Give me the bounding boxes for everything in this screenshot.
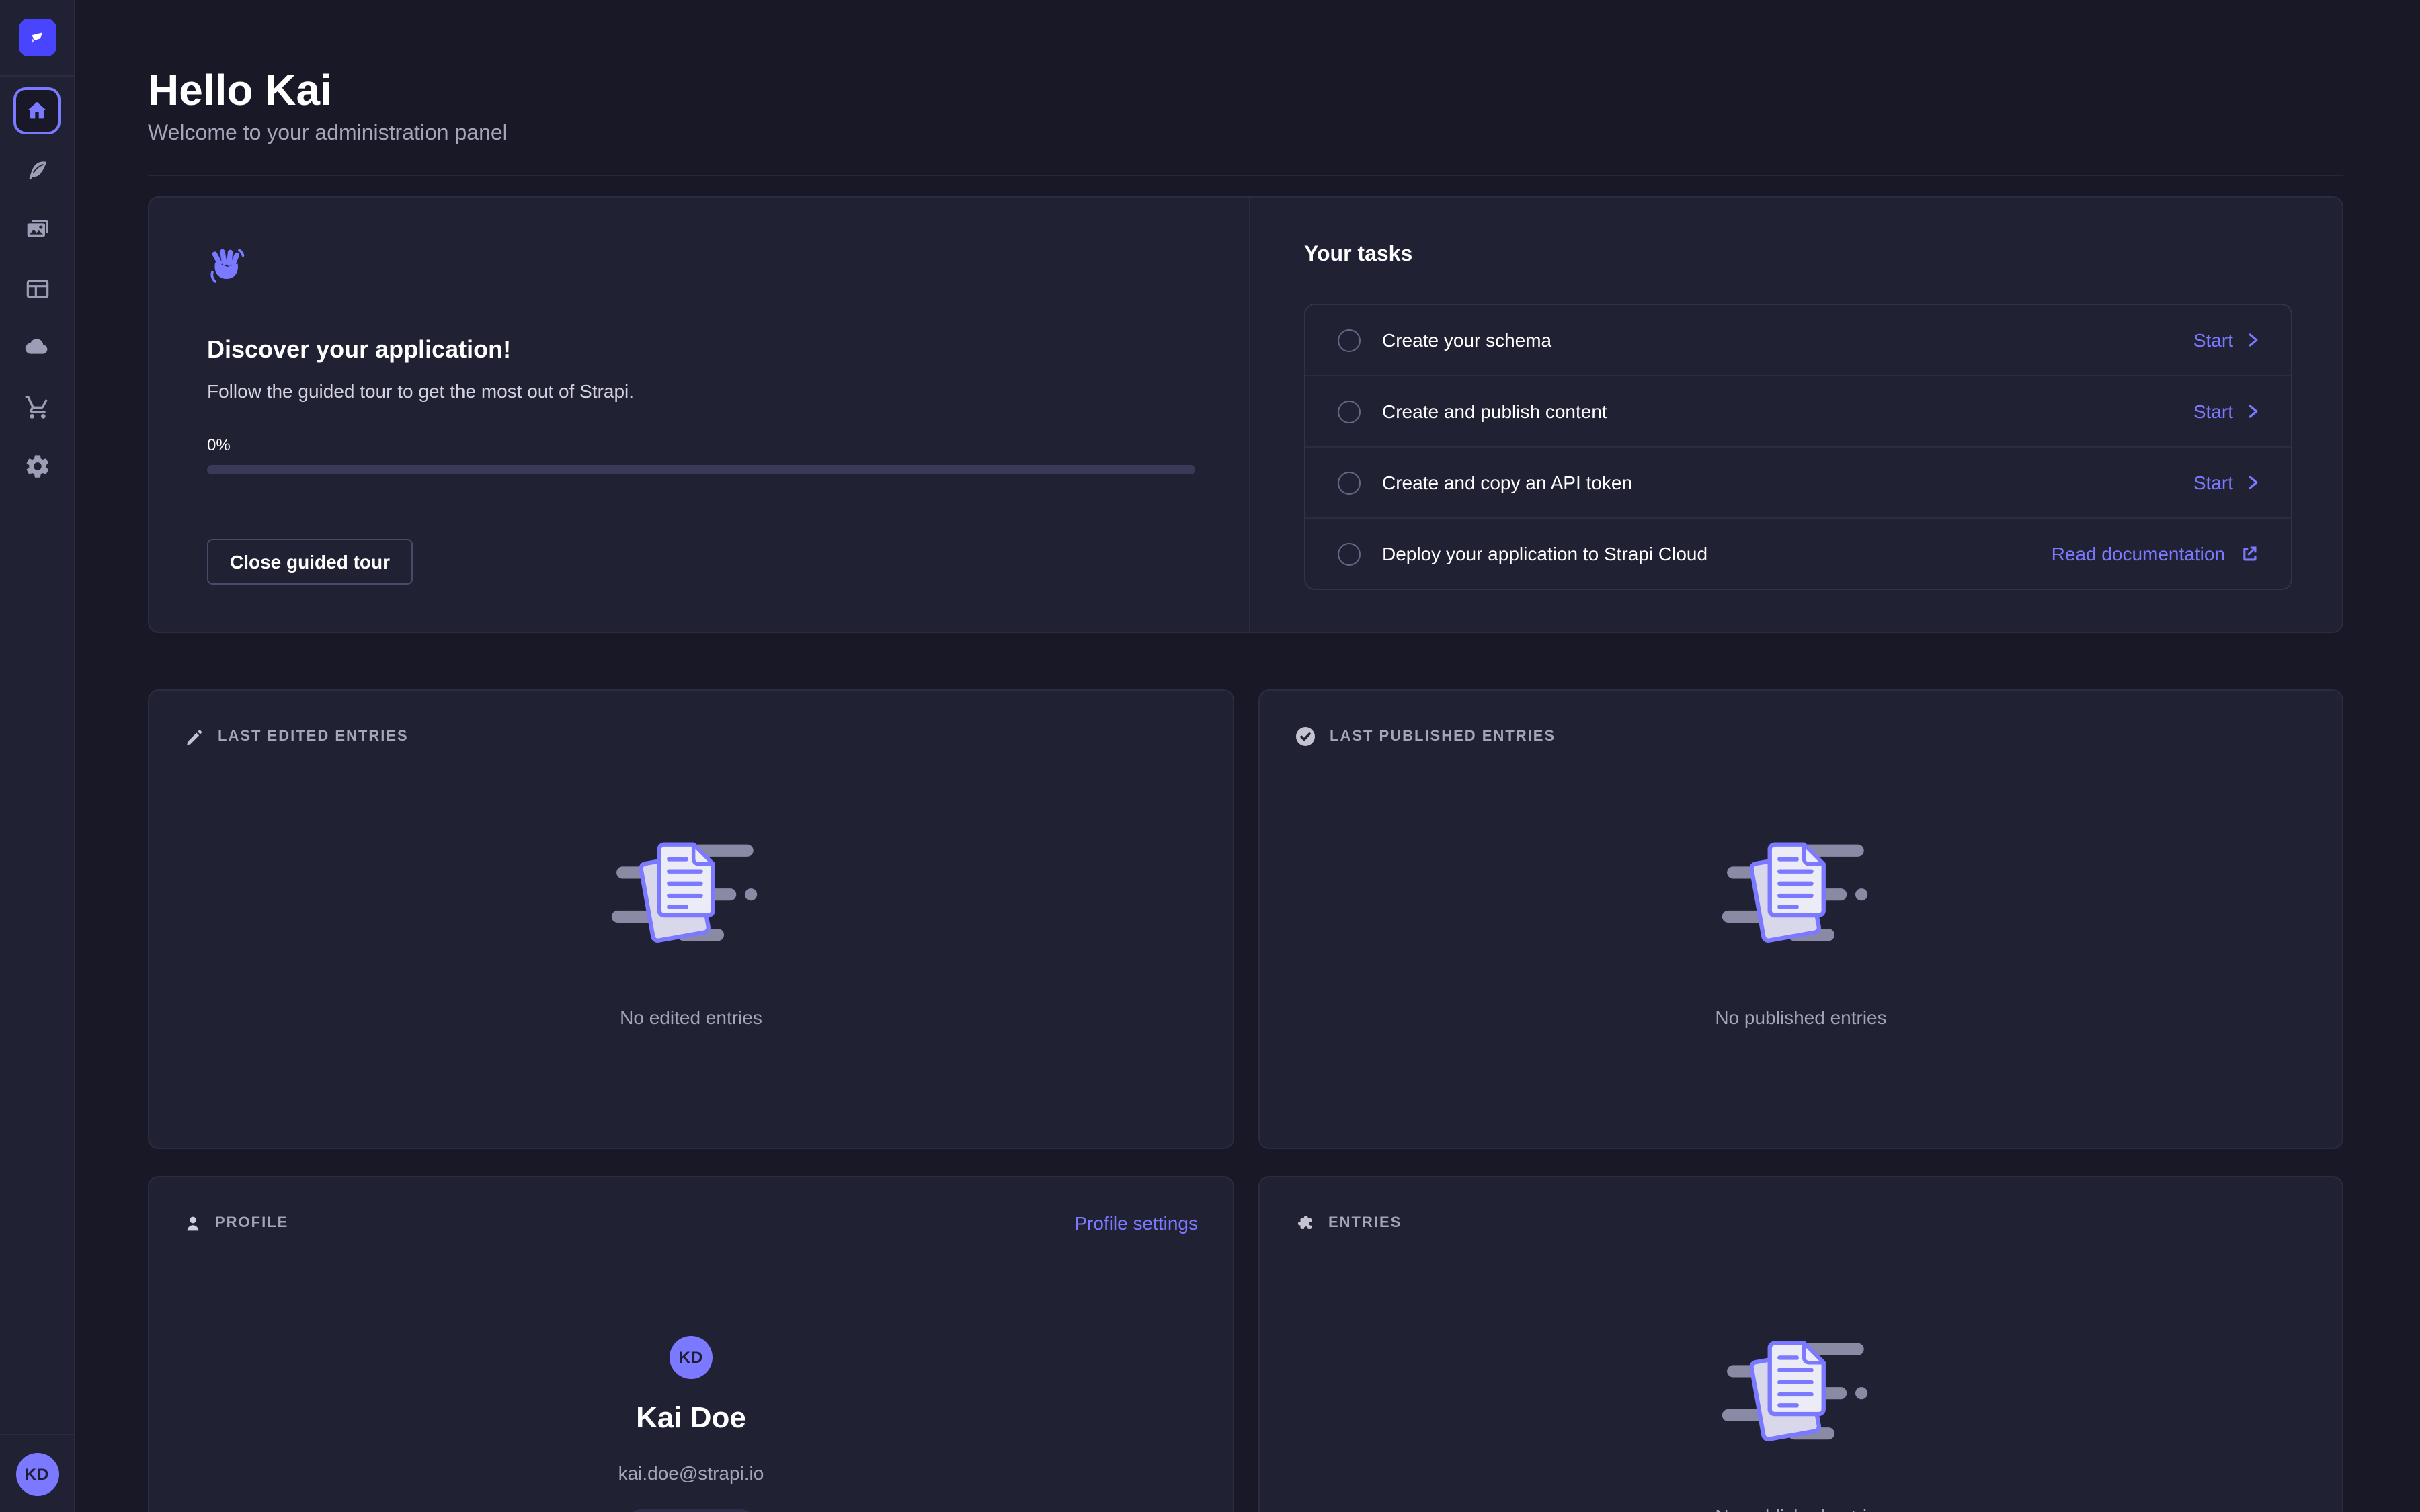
task-start-link[interactable]: Start [2193, 329, 2259, 351]
task-label: Create your schema [1382, 329, 1552, 351]
task-status-circle [1338, 471, 1361, 494]
waving-hand-icon [207, 246, 247, 286]
sidebar-footer: KD [0, 1434, 74, 1512]
check-circle-icon [1295, 726, 1316, 747]
sidebar-item-media-library[interactable] [13, 206, 61, 253]
widget-title: PROFILE [215, 1215, 289, 1231]
task-label: Create and copy an API token [1382, 472, 1633, 493]
empty-documents-illustration [610, 832, 772, 960]
profile-avatar: KD [670, 1336, 713, 1379]
main-content: Hello Kai Welcome to your administration… [74, 0, 2420, 1512]
sidebar-item-home[interactable] [13, 87, 61, 134]
strapi-logo-icon [26, 26, 48, 49]
entries-card: ENTRIES [1258, 1176, 2343, 1512]
empty-documents-illustration [1720, 1331, 1882, 1458]
task-read-documentation-link[interactable]: Read documentation [2052, 543, 2259, 564]
task-action-label: Read documentation [2051, 543, 2225, 564]
task-action-label: Start [2193, 401, 2233, 422]
widget-title: LAST PUBLISHED ENTRIES [1330, 728, 1556, 745]
sidebar-item-content-type-builder[interactable] [13, 265, 61, 312]
feather-icon [24, 157, 50, 183]
sidebar-item-content-manager[interactable] [13, 146, 61, 194]
guided-tour-card: Discover your application! Follow the gu… [148, 196, 2343, 633]
external-link-icon [2240, 544, 2259, 563]
sidebar-item-settings[interactable] [13, 442, 61, 489]
last-published-entries-card: LAST PUBLISHED ENTRIES [1258, 689, 2343, 1149]
sidebar-nav [13, 87, 61, 489]
task-start-link[interactable]: Start [2193, 401, 2259, 422]
images-icon [24, 216, 50, 243]
strapi-logo[interactable] [18, 19, 56, 56]
pencil-icon [184, 726, 204, 747]
cart-icon [24, 393, 50, 420]
task-row-create-schema[interactable]: Create your schema Start [1305, 305, 2291, 376]
cloud-icon [23, 333, 51, 362]
home-icon [24, 98, 50, 124]
widgets-row-1: LAST EDITED ENTRIES [148, 689, 2343, 1149]
task-action-label: Start [2193, 329, 2233, 351]
close-guided-tour-button[interactable]: Close guided tour [207, 539, 413, 585]
task-status-circle [1338, 329, 1361, 351]
chevron-right-icon [2248, 332, 2259, 348]
puzzle-icon [1295, 1213, 1315, 1233]
task-label: Deploy your application to Strapi Cloud [1382, 543, 1708, 564]
header-divider [148, 175, 2343, 176]
widgets-row-2: PROFILE Profile settings KD Kai Doe kai.… [148, 1176, 2343, 1512]
task-label: Create and publish content [1382, 401, 1607, 422]
task-start-link[interactable]: Start [2193, 472, 2259, 493]
profile-settings-link[interactable]: Profile settings [1074, 1212, 1198, 1234]
empty-state-text: No edited entries [620, 1007, 762, 1028]
sidebar: KD [0, 0, 75, 1512]
profile-role-badge [627, 1509, 756, 1512]
empty-documents-illustration [1720, 832, 1882, 960]
tasks-title: Your tasks [1304, 243, 1413, 266]
page-header: Hello Kai Welcome to your administration… [148, 0, 2343, 176]
person-icon [184, 1214, 202, 1232]
guided-tour-divider [1249, 198, 1250, 632]
task-row-deploy-cloud[interactable]: Deploy your application to Strapi Cloud … [1305, 519, 2291, 589]
your-tasks-section: Your tasks Create your schema Start [1250, 198, 2342, 632]
last-edited-entries-card: LAST EDITED ENTRIES [148, 689, 1234, 1149]
task-status-circle [1338, 400, 1361, 423]
task-row-publish-content[interactable]: Create and publish content Start [1305, 376, 2291, 448]
chevron-right-icon [2248, 474, 2259, 491]
empty-state-text: No published entries [1715, 1007, 1887, 1028]
page-subtitle: Welcome to your administration panel [148, 122, 508, 145]
empty-state-text: No published entries [1715, 1504, 1886, 1512]
widget-title: ENTRIES [1328, 1215, 1402, 1231]
progress-label: 0% [207, 435, 231, 454]
task-action-label: Start [2193, 472, 2233, 493]
user-avatar[interactable]: KD [15, 1453, 58, 1496]
widget-title: LAST EDITED ENTRIES [218, 728, 409, 745]
gear-icon [24, 452, 50, 479]
progress-bar [207, 465, 1195, 474]
sidebar-item-deploy[interactable] [13, 324, 61, 371]
guided-tour-title: Discover your application! [207, 336, 512, 363]
guided-tour-description: Follow the guided tour to get the most o… [207, 380, 635, 402]
profile-name: Kai Doe [636, 1400, 746, 1434]
guided-tour-intro: Discover your application! Follow the gu… [149, 198, 1249, 632]
task-row-api-token[interactable]: Create and copy an API token Start [1305, 448, 2291, 519]
sidebar-item-marketplace[interactable] [13, 383, 61, 430]
profile-card: PROFILE Profile settings KD Kai Doe kai.… [148, 1176, 1234, 1512]
layout-icon [24, 275, 50, 302]
task-status-circle [1338, 542, 1361, 565]
tasks-list: Create your schema Start Create and [1304, 304, 2292, 590]
profile-email: kai.doe@strapi.io [618, 1462, 764, 1484]
chevron-right-icon [2248, 403, 2259, 419]
sidebar-divider-top [0, 75, 74, 77]
page-title: Hello Kai [148, 66, 332, 114]
